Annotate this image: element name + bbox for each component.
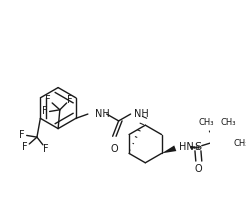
- Text: S: S: [194, 142, 201, 152]
- Text: F: F: [45, 95, 51, 105]
- Polygon shape: [162, 145, 176, 153]
- Text: CH₃: CH₃: [233, 140, 246, 148]
- Text: F: F: [42, 107, 47, 117]
- Text: NH: NH: [95, 109, 109, 119]
- Text: O: O: [110, 144, 118, 154]
- Text: F: F: [43, 144, 48, 154]
- Text: F: F: [67, 95, 73, 105]
- Text: NH: NH: [134, 109, 149, 119]
- Text: HN: HN: [179, 141, 193, 151]
- Text: CH₃: CH₃: [220, 118, 236, 127]
- Text: F: F: [22, 142, 28, 152]
- Text: O: O: [195, 164, 202, 174]
- Text: F: F: [19, 130, 24, 140]
- Text: CH₃: CH₃: [198, 118, 214, 127]
